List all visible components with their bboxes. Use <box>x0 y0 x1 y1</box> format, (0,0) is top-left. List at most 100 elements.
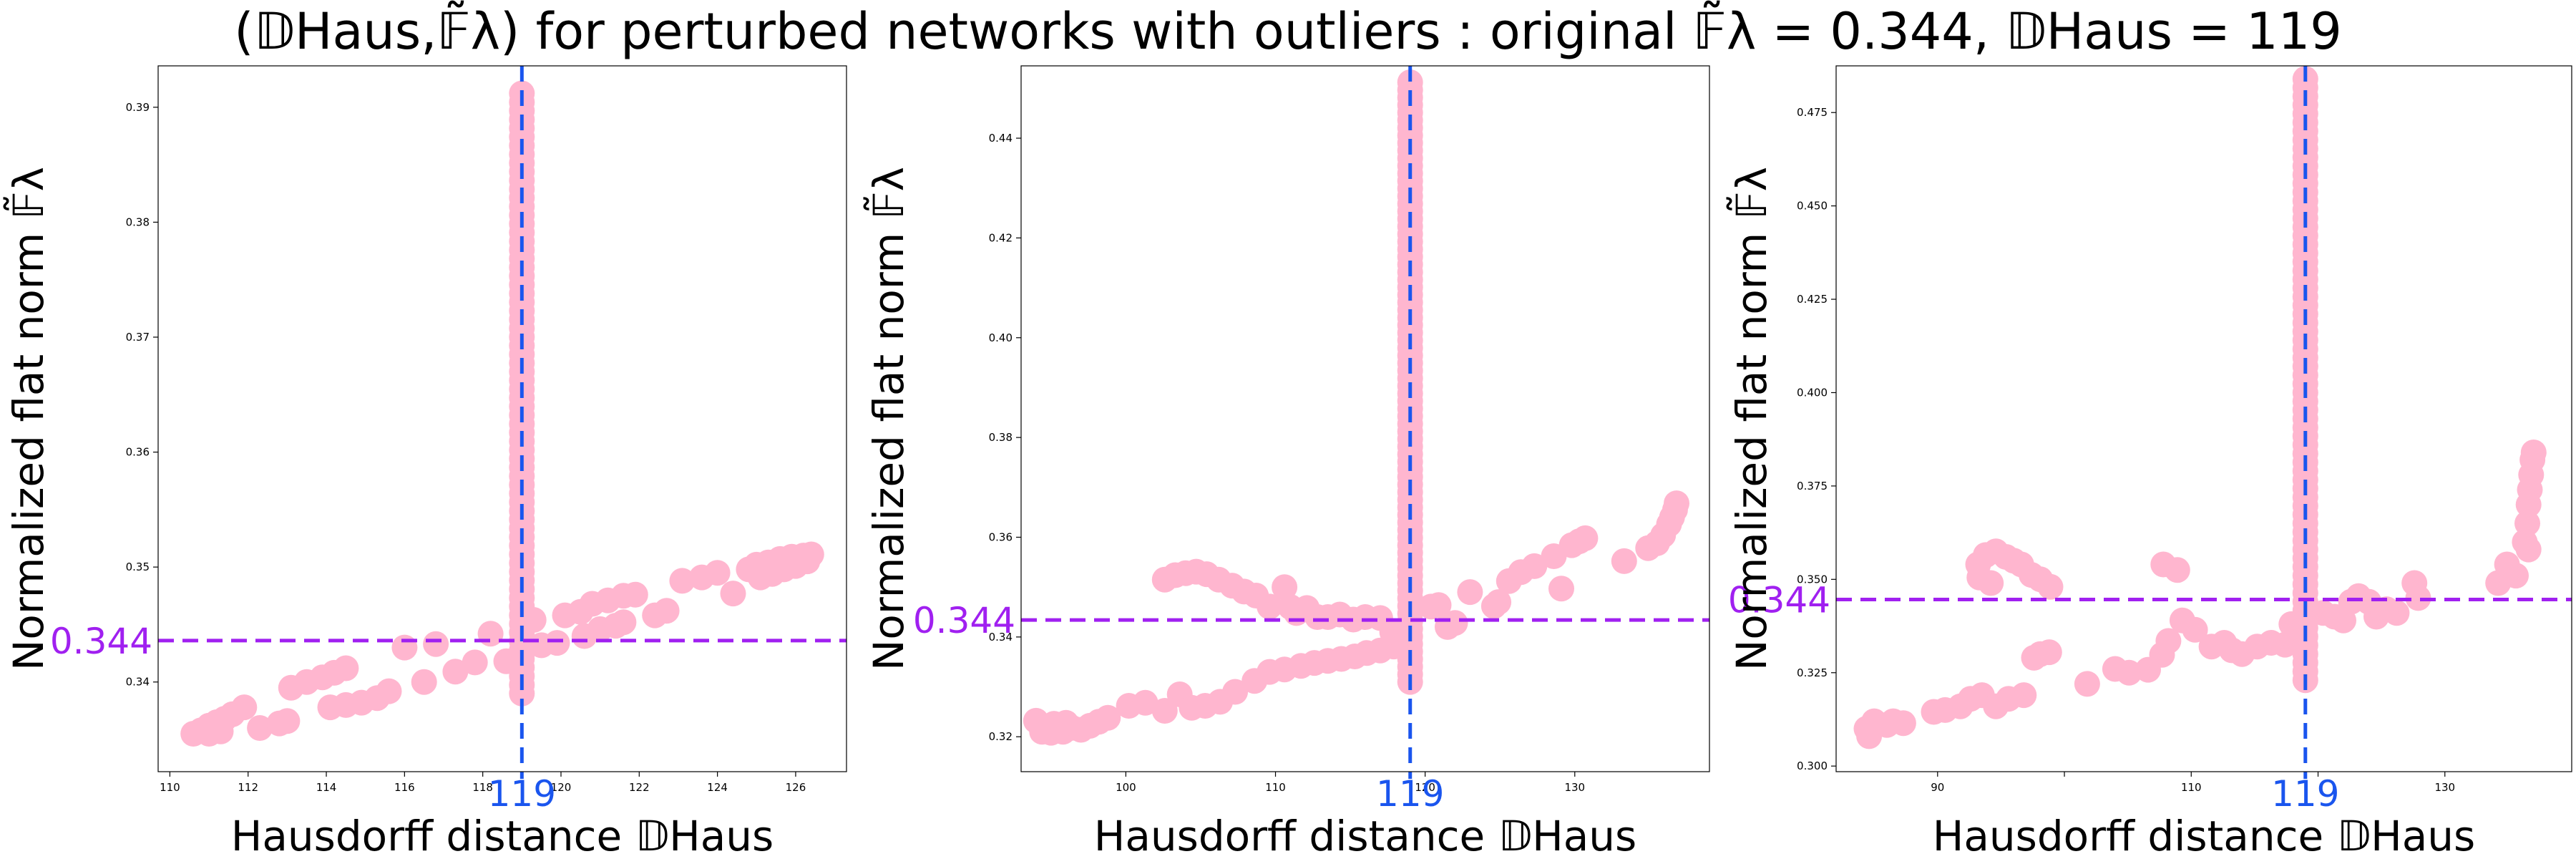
data-point <box>247 715 273 741</box>
x-tick-label: 100 <box>1116 781 1136 794</box>
data-point <box>1611 548 1637 574</box>
y-axis-label: Normalized flat norm 𝔽̃λ <box>2 167 53 671</box>
x-axis-label: Hausdorff distance 𝔻Haus <box>1933 812 2476 859</box>
y-tick-label: 0.36 <box>989 530 1013 543</box>
y-tick-label: 0.38 <box>126 215 150 228</box>
y-tick-label: 0.475 <box>1797 106 1828 119</box>
data-point <box>1457 579 1483 606</box>
y-tick-label: 0.37 <box>126 331 150 344</box>
data-point <box>231 694 258 721</box>
data-point <box>2515 536 2542 563</box>
data-point <box>462 649 488 676</box>
data-point <box>333 655 359 681</box>
ref-y-label: 0.344 <box>50 621 152 662</box>
data-point <box>794 548 821 575</box>
data-point <box>2011 682 2037 709</box>
data-point <box>2116 659 2142 686</box>
data-point <box>1978 570 2004 596</box>
data-point <box>1890 710 1916 737</box>
data-point <box>622 581 648 608</box>
data-point <box>274 708 301 734</box>
y-tick-label: 0.36 <box>126 446 150 459</box>
data-point <box>2164 557 2190 583</box>
data-point <box>2036 639 2062 666</box>
axes-frame <box>1020 65 1710 772</box>
x-tick-label: 130 <box>1564 781 1585 794</box>
data-point <box>2037 573 2064 600</box>
y-tick-label: 0.450 <box>1797 200 1828 213</box>
y-tick-label: 0.38 <box>989 431 1013 444</box>
data-point <box>1397 69 1423 95</box>
y-tick-label: 0.325 <box>1797 666 1828 679</box>
data-point <box>376 678 402 704</box>
data-point <box>1442 610 1468 636</box>
x-tick-label: 90 <box>1931 781 1944 794</box>
data-point <box>423 631 449 657</box>
data-point <box>477 621 504 647</box>
data-point <box>704 560 731 586</box>
data-point <box>1151 698 1178 724</box>
data-point <box>1548 576 1574 602</box>
x-tick-label: 112 <box>238 781 258 794</box>
ref-y-label: 0.344 <box>913 600 1015 641</box>
x-tick-label: 118 <box>472 781 493 794</box>
ref-x-label: 119 <box>488 773 556 815</box>
data-point <box>669 568 696 594</box>
scatter-panel-3: 90 110 130 0.300 0.325 0.350 0.375 0.400 0.425 0.… <box>1725 65 2572 859</box>
x-tick-label: 122 <box>629 781 650 794</box>
x-tick-label: 126 <box>786 781 806 794</box>
y-tick-label: 0.40 <box>989 331 1013 344</box>
y-tick-label: 0.375 <box>1797 480 1828 492</box>
x-tick-label: 124 <box>707 781 728 794</box>
y-axis-label: Normalized flat norm 𝔽̃λ <box>1725 167 1776 671</box>
data-point <box>653 598 680 624</box>
axes-frame <box>157 65 847 772</box>
data-point <box>544 630 570 656</box>
data-points <box>1853 66 2547 749</box>
scatter-panel-1: 110 112 114 116 118 120 122 124 126 0.34 0.35 0.36 0… <box>2 65 847 859</box>
data-point <box>1485 589 1512 616</box>
data-point <box>391 634 418 661</box>
ref-y-label: 0.344 <box>1728 579 1830 621</box>
x-tick-label: 120 <box>1415 781 1435 794</box>
x-tick-label: 116 <box>394 781 415 794</box>
y-tick-label: 0.300 <box>1797 759 1828 772</box>
data-point <box>1572 525 1599 551</box>
y-tick-label: 0.34 <box>126 676 150 689</box>
y-tick-label: 0.350 <box>1797 573 1828 586</box>
scatter-panel-2: 100 110 120 130 0.32 0.34 0.36 0.38 0.40 0.42 0.44… <box>862 65 1710 859</box>
x-tick-label: 110 <box>160 781 180 794</box>
data-point <box>2155 628 2182 654</box>
data-point <box>1053 709 1079 736</box>
data-point <box>1095 704 1121 731</box>
x-tick-label: 120 <box>551 781 572 794</box>
data-point <box>411 669 437 695</box>
data-points <box>180 80 824 747</box>
figure-title: (𝔻Haus,𝔽̃λ) for perturbed networks with … <box>234 0 2342 61</box>
data-point <box>1132 689 1158 716</box>
data-point <box>2520 440 2547 465</box>
ref-x-label: 119 <box>1376 773 1444 815</box>
data-point <box>1664 490 1689 517</box>
x-tick-label: 114 <box>316 781 337 794</box>
data-point <box>1272 574 1298 601</box>
y-tick-label: 0.34 <box>989 631 1013 644</box>
y-tick-label: 0.39 <box>126 101 150 114</box>
ref-x-label: 119 <box>2271 773 2339 815</box>
y-axis-label: Normalized flat norm 𝔽̃λ <box>862 167 913 671</box>
data-point <box>2384 600 2410 626</box>
y-tick-label: 0.35 <box>126 560 150 573</box>
data-point <box>442 659 469 685</box>
y-tick-label: 0.42 <box>989 231 1013 244</box>
data-point <box>2514 510 2540 537</box>
data-point <box>610 609 637 636</box>
x-axis-label: Hausdorff distance 𝔻Haus <box>1094 812 1637 859</box>
data-point <box>2405 585 2431 611</box>
data-point <box>2074 671 2100 697</box>
data-point <box>720 581 746 607</box>
y-tick-label: 0.425 <box>1797 293 1828 306</box>
y-tick-label: 0.400 <box>1797 386 1828 399</box>
data-point <box>1257 593 1283 620</box>
data-point <box>1425 592 1452 618</box>
